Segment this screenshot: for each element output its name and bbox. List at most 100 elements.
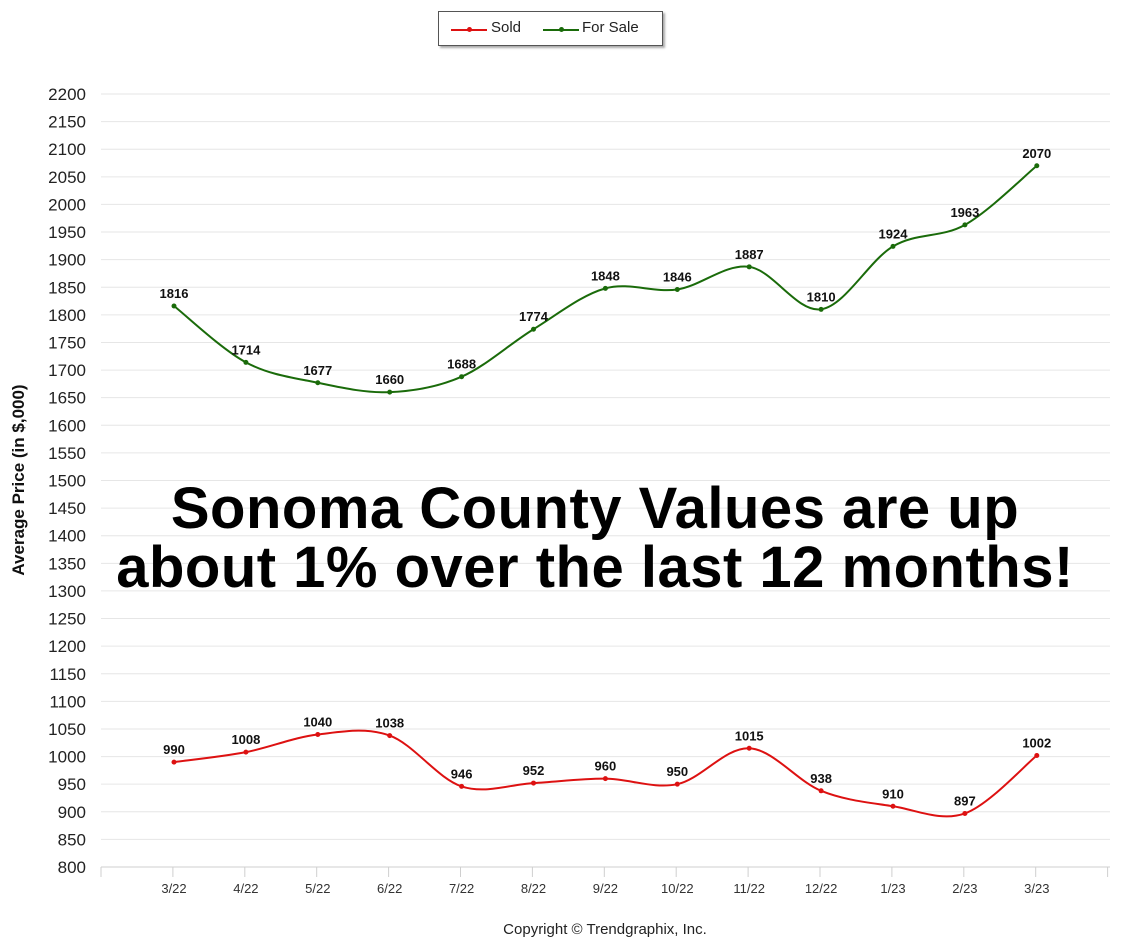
data-point-for-sale [315,380,321,386]
data-point-sold [315,731,321,737]
y-tick-label: 1300 [48,582,86,601]
y-tick-label: 2000 [48,195,86,214]
y-tick-label: 850 [58,830,86,849]
y-tick-label: 2100 [48,140,86,159]
data-point-for-sale [746,264,752,270]
data-label-sold: 946 [451,766,473,781]
data-point-for-sale [243,359,249,365]
x-tick-label: 12/22 [805,881,838,896]
x-tick-label: 6/22 [377,881,402,896]
data-label-for-sale: 1714 [231,342,261,357]
y-tick-label: 1250 [48,610,86,629]
y-tick-label: 1700 [48,361,86,380]
data-point-for-sale [1034,163,1040,169]
y-tick-label: 1650 [48,389,86,408]
y-tick-label: 1800 [48,306,86,325]
data-point-sold [674,781,680,787]
y-tick-label: 1400 [48,527,86,546]
y-tick-label: 1750 [48,333,86,352]
data-point-sold [890,803,896,809]
data-label-sold: 938 [810,771,832,786]
data-point-sold [962,810,968,816]
data-label-sold: 1015 [735,728,764,743]
y-tick-label: 900 [58,803,86,822]
data-point-sold [243,749,249,755]
data-point-for-sale [531,326,536,332]
x-tick-label: 11/22 [733,881,765,896]
x-tick-label: 9/22 [593,881,618,896]
data-point-for-sale [818,306,824,312]
legend-marker-for-sale [559,27,564,32]
data-point-sold [746,745,752,751]
data-label-for-sale: 1816 [160,286,189,301]
y-tick-label: 1550 [48,444,86,463]
data-point-sold [171,759,177,765]
data-label-for-sale: 1677 [303,363,332,378]
x-tick-label: 7/22 [449,881,474,896]
y-tick-label: 1050 [48,720,86,739]
y-tick-label: 1900 [48,251,86,270]
data-label-sold: 990 [163,742,185,757]
y-tick-label: 2150 [48,113,86,132]
legend-label-sold: Sold [491,19,522,36]
y-tick-label: 1200 [48,637,86,656]
y-tick-label: 1350 [48,554,86,573]
data-label-for-sale: 1924 [879,226,909,241]
data-label-sold: 1038 [375,716,404,731]
x-tick-label: 3/23 [1024,881,1049,896]
data-label-for-sale: 1810 [807,289,836,304]
data-point-sold [459,783,465,789]
data-label-for-sale: 1660 [375,372,404,387]
x-tick-label: 3/22 [161,881,186,896]
data-label-sold: 960 [595,759,617,774]
x-tick-label: 4/22 [233,881,258,896]
y-tick-label: 2200 [48,85,86,104]
data-point-sold [818,788,824,794]
data-label-for-sale: 1688 [447,357,476,372]
data-label-sold: 910 [882,786,904,801]
data-point-for-sale [602,285,608,291]
x-tick-label: 1/23 [880,881,905,896]
data-point-for-sale [171,303,177,309]
data-point-for-sale [674,286,680,292]
data-label-sold: 1008 [231,732,260,747]
y-tick-label: 1100 [49,692,86,711]
y-tick-label: 2050 [48,168,86,187]
data-label-sold: 1040 [303,714,332,729]
y-tick-label: 800 [58,858,86,877]
data-point-sold [531,780,536,786]
y-tick-label: 1500 [48,472,86,491]
data-label-for-sale: 1846 [663,269,692,284]
x-tick-label: 2/23 [952,881,977,896]
data-point-for-sale [962,222,968,228]
data-label-for-sale: 1963 [950,205,979,220]
y-tick-label: 1450 [48,499,86,518]
data-label-for-sale: 1848 [591,268,620,283]
data-point-sold [1034,752,1040,758]
y-tick-label: 1000 [48,748,86,767]
legend-label-for-sale: For Sale [582,19,639,36]
data-label-sold: 1002 [1022,735,1051,750]
data-label-sold: 952 [523,763,545,778]
data-label-for-sale: 1887 [735,247,764,262]
headline-line-2: about 1% over the last 12 months! [116,535,1074,600]
copyright-notice: Copyright © Trendgraphix, Inc. [503,921,707,938]
data-label-sold: 897 [954,793,976,808]
y-axis-label: Average Price (in $,000) [9,384,28,576]
data-point-sold [387,733,393,739]
data-label-for-sale: 2070 [1022,146,1051,161]
data-point-for-sale [387,389,393,395]
x-tick-label: 10/22 [661,881,694,896]
y-tick-label: 1950 [48,223,86,242]
x-tick-label: 5/22 [305,881,330,896]
y-tick-label: 1600 [48,416,86,435]
data-point-for-sale [890,243,896,249]
data-label-sold: 950 [666,764,688,779]
y-tick-label: 950 [58,775,86,794]
y-tick-label: 1150 [49,665,86,684]
x-tick-label: 8/22 [521,881,546,896]
headline-line-1: Sonoma County Values are up [170,476,1020,541]
legend-marker-sold [467,27,472,32]
data-label-for-sale: 1774 [519,309,549,324]
